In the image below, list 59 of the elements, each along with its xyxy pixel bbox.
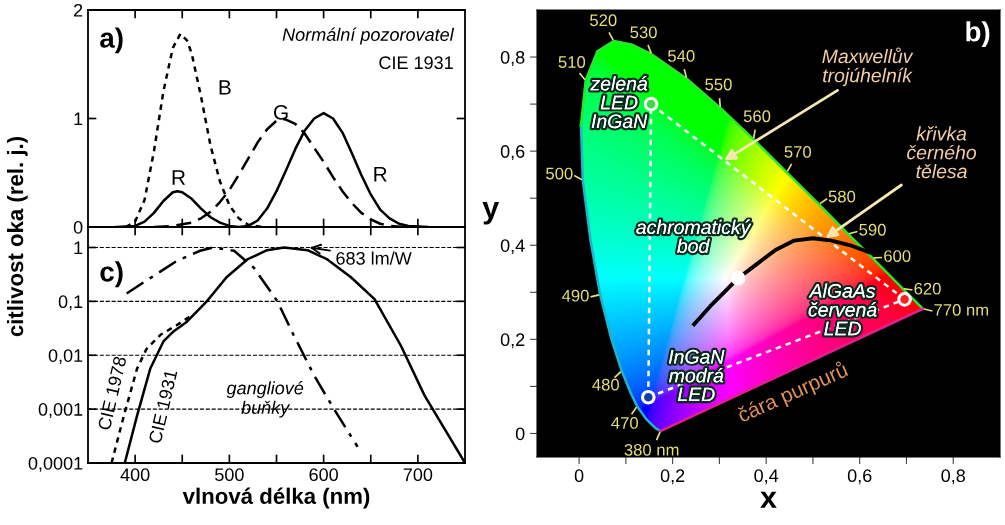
annotation: AlGaAs červená LED — [808, 283, 877, 336]
annotation: 590 — [859, 223, 886, 236]
annotation: 560 — [743, 110, 771, 123]
annotation: 770 nm — [934, 303, 989, 316]
y-tick-label: 0 — [73, 220, 83, 234]
annotation: b) — [966, 21, 990, 48]
annotation: 500 — [546, 167, 573, 180]
x-axis-title: x — [760, 491, 777, 508]
annotation: Normální pozorovatel — [282, 27, 455, 45]
x-tick-label: 0,8 — [941, 469, 965, 485]
x-tick-label: 700 — [403, 468, 433, 482]
y-tick-label: 1 — [74, 241, 83, 255]
y-tick-label: 1 — [74, 112, 83, 126]
annotation: 520 — [590, 14, 617, 27]
y-axis-title: y — [482, 202, 500, 225]
x-tick-label: 400 — [120, 468, 150, 482]
annotation: zelená LED InGaN — [590, 75, 648, 129]
y-tick-label: 0,4 — [500, 239, 525, 255]
x-axis-title: vlnová délka (nm) — [182, 487, 370, 509]
x-tick-label: 0,6 — [847, 469, 872, 485]
annotation: 470 — [611, 417, 638, 429]
x-tick-label: 0,4 — [754, 469, 779, 485]
annotation: 530 — [630, 26, 657, 39]
annotation: CIE 1978 — [97, 355, 127, 431]
annotation: R — [172, 170, 186, 185]
x-tick-label: 0,2 — [660, 469, 685, 485]
y-tick-label: 0,6 — [500, 145, 525, 161]
annotation: 540 — [668, 50, 695, 62]
annotation: 580 — [828, 190, 856, 203]
annotation: 380 nm — [624, 443, 679, 456]
y-tick-label: 0 — [515, 427, 525, 441]
x-tick-label: 600 — [309, 468, 338, 482]
annotation: CIE 1931 — [148, 369, 178, 444]
annotation: B — [219, 80, 231, 95]
annotation: c) — [100, 261, 123, 288]
y-tick-label: 0,1 — [58, 295, 83, 311]
annotation: 550 — [705, 78, 732, 91]
annotation: křivka černého tělesa — [907, 126, 977, 179]
annotation: 510 — [558, 56, 586, 68]
x-tick-label: 0 — [574, 469, 584, 483]
annotation: 620 — [914, 282, 941, 295]
y-tick-label: 0,001 — [38, 403, 83, 418]
x-tick-label: 500 — [215, 468, 244, 482]
y-tick-label: 2 — [74, 3, 83, 17]
annotation: CIE 1931 — [379, 56, 453, 70]
annotation: 683 lm/W — [336, 251, 412, 265]
annotation: a) — [100, 27, 123, 54]
y-tick-label: 0,2 — [500, 333, 525, 349]
y-tick-label: 0,01 — [48, 349, 83, 365]
y-tick-label: 0,0001 — [28, 456, 83, 472]
annotation: R — [374, 167, 387, 182]
annotation: G — [273, 105, 288, 120]
y-tick-label: 0,8 — [500, 50, 525, 66]
annotation: 600 — [884, 250, 911, 262]
annotation: 480 — [592, 378, 619, 391]
annotation: 570 — [784, 145, 812, 158]
annotation: 490 — [561, 289, 589, 302]
y-axis-title: citlivost oka (rel. j.) — [6, 137, 28, 337]
annotation: Maxwellův trojúhelník — [822, 47, 914, 87]
